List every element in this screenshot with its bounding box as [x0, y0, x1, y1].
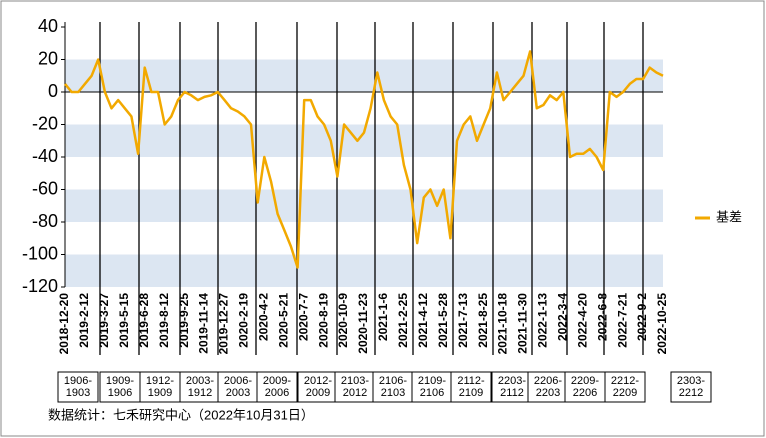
contract-label: 2212-	[611, 375, 639, 387]
x-tick-label: 2022-9-2	[635, 293, 649, 341]
x-tick-label: 2019-3-27	[97, 293, 111, 348]
x-tick-label: 2020-8-19	[316, 293, 330, 348]
x-tick-label: 2021-8-25	[476, 293, 490, 348]
y-tick-label: 0	[48, 81, 58, 101]
grid-band	[65, 189, 663, 222]
contract-label: 2006	[265, 387, 289, 399]
contract-label: 2106-	[379, 375, 407, 387]
contract-label: 2109	[459, 387, 483, 399]
x-tick-label: 2021-10-18	[496, 293, 510, 355]
contract-label: 2112-	[457, 375, 485, 387]
x-tick-label: 2019-12-27	[217, 293, 231, 355]
contract-label: 2012	[343, 387, 367, 399]
contract-label: 1912	[188, 387, 212, 399]
x-tick-label: 2022-10-25	[655, 293, 669, 355]
contract-label: 2109-	[418, 375, 446, 387]
x-tick-label: 2021-4-12	[416, 293, 430, 348]
x-tick-label: 2022-4-20	[575, 293, 589, 348]
x-tick-label: 2020-2-19	[237, 293, 251, 348]
contract-label: 2206	[573, 387, 597, 399]
x-tick-label: 2019-5-15	[117, 293, 131, 348]
contract-label: 2303-	[677, 375, 705, 387]
x-tick-label: 2020-10-9	[336, 293, 350, 348]
contract-label: 1909	[148, 387, 172, 399]
x-tick-label: 2019-2-12	[77, 293, 91, 348]
x-tick-label: 2019-8-12	[157, 293, 171, 348]
x-tick-label: 2019-9-25	[177, 293, 191, 348]
x-tick-label: 2018-12-20	[57, 293, 71, 355]
x-tick-label: 2020-5-21	[276, 293, 290, 348]
grid-band	[65, 254, 663, 287]
y-tick-label: 40	[38, 16, 58, 36]
x-tick-label: 2022-1-13	[536, 293, 550, 348]
y-tick-label: -100	[22, 243, 58, 263]
contract-box	[564, 371, 606, 403]
contract-label: 2009-	[263, 375, 291, 387]
x-tick-label: 2020-11-23	[356, 293, 370, 354]
x-tick-label: 2020-7-7	[296, 293, 310, 341]
grid-band	[65, 59, 663, 92]
contract-label: 2012-	[304, 375, 332, 387]
legend-label: 基差	[716, 209, 742, 224]
contract-label: 2206-	[534, 375, 562, 387]
contract-label: 2112	[500, 387, 524, 399]
series-line	[64, 50, 664, 269]
contract-label: 2006-	[224, 375, 252, 387]
contract-label: 2203	[536, 387, 560, 399]
x-tick-label: 2021-2-25	[396, 293, 410, 348]
contract-box	[527, 371, 569, 403]
x-tick-label: 2021-7-13	[456, 293, 470, 348]
contract-label: 2209	[613, 387, 637, 399]
contract-label: 1906-	[64, 375, 92, 387]
contract-label: 1906	[108, 387, 132, 399]
y-tick-label: -20	[32, 113, 58, 133]
contract-box	[179, 371, 221, 403]
x-tick-label: 2021-5-28	[436, 293, 450, 348]
contract-label: 2003-	[186, 375, 214, 387]
x-tick-label: 2022-6-8	[595, 293, 609, 341]
source-note: 数据统计：七禾研究中心（2022年10月31日）	[48, 407, 314, 422]
contract-label: 2103-	[341, 375, 369, 387]
contract-label: 2209-	[571, 375, 599, 387]
y-tick-label: -120	[22, 276, 58, 296]
x-tick-label: 2019-11-14	[197, 293, 211, 354]
y-tick-label: 20	[38, 48, 58, 68]
contract-label: 2106	[420, 387, 444, 399]
contract-box	[450, 371, 492, 403]
x-tick-label: 2020-4-2	[257, 293, 271, 341]
contract-label: 1903	[66, 387, 90, 399]
contract-box	[604, 371, 646, 403]
contract-box	[372, 371, 414, 403]
x-tick-label: 2021-11-30	[516, 293, 530, 354]
x-tick-label: 2022-3-4	[556, 293, 570, 341]
x-tick-label: 2021-1-6	[376, 293, 390, 341]
contract-box	[99, 371, 141, 403]
contract-label: 2103	[381, 387, 405, 399]
contract-label: 1912-	[146, 375, 174, 387]
contract-box	[491, 371, 533, 403]
contract-box	[57, 371, 99, 403]
contract-box	[670, 371, 712, 403]
contract-box	[256, 371, 298, 403]
y-tick-label: -80	[32, 211, 58, 231]
contract-label: 1909-	[106, 375, 134, 387]
contract-box	[334, 371, 376, 403]
contract-label: 2003	[226, 387, 250, 399]
contract-label: 2203-	[498, 375, 526, 387]
x-tick-label: 2022-7-21	[615, 293, 629, 348]
y-tick-label: -40	[32, 146, 58, 166]
contract-label: 2009	[306, 387, 330, 399]
x-tick-label: 2019-6-28	[137, 293, 151, 348]
y-tick-label: -60	[32, 178, 58, 198]
contract-label: 2212	[679, 387, 703, 399]
